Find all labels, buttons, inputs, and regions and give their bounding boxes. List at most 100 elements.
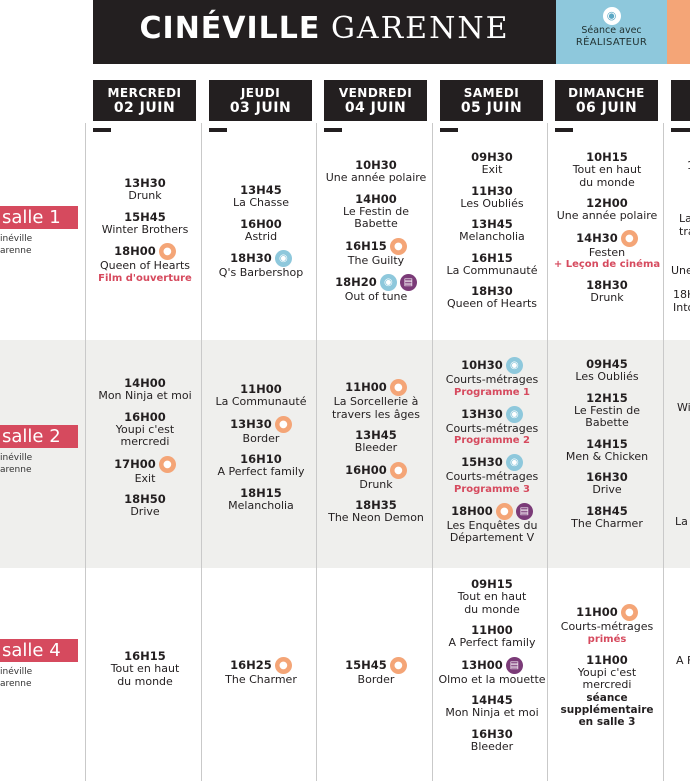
screening-note: Programme 2: [453, 435, 531, 446]
column-divider: [85, 123, 86, 781]
day-header: VENDREDI 04 JUIN: [324, 80, 427, 121]
screening-entry[interactable]: 16H00 Astrid: [205, 217, 317, 244]
film-title: du monde: [464, 602, 520, 616]
screening-entry[interactable]: 14H15 Men & Chicken: [551, 437, 663, 464]
entry-gap: [320, 455, 432, 462]
screening-bold-note: séance: [586, 691, 628, 704]
screening-entry[interactable]: 15H30 ◉ Courts-métrages Programme 3: [436, 454, 548, 496]
partial-column-text: 18H: [673, 288, 690, 301]
screening-entry[interactable]: 11H30 Les Oubliés: [436, 184, 548, 211]
screening-entry[interactable]: 14H00 Le Festin de Babette: [320, 192, 432, 231]
screening-time: 16H10: [240, 452, 282, 466]
camera-icon: ◉: [379, 274, 397, 291]
screening-entry[interactable]: 16H10 A Perfect family: [205, 452, 317, 479]
screening-entry[interactable]: 18H35 The Neon Demon: [320, 498, 432, 525]
screening-entry[interactable]: 18H15 Melancholia: [205, 486, 317, 513]
film-title: Une année polaire: [325, 171, 427, 184]
film-title: La Communauté: [215, 395, 307, 408]
film-title: The Neon Demon: [328, 511, 424, 524]
entry-gap: [551, 646, 663, 653]
screening-entry[interactable]: 18H45 The Charmer: [551, 504, 663, 531]
screening-entry[interactable]: 10H15 Tout en haut du monde: [551, 150, 663, 189]
film-title: Courts-métrages: [445, 421, 539, 435]
person-icon: ●: [389, 237, 407, 255]
day-header-next: [671, 80, 690, 121]
screening-entry[interactable]: 14H45 Mon Ninja et moi: [436, 693, 548, 720]
screening-entry[interactable]: 11H00 ● La Sorcellerie à travers les âges: [320, 379, 432, 421]
screening-entry[interactable]: 13H45 La Chasse: [205, 183, 317, 210]
screening-entry[interactable]: 11H00 La Communauté: [205, 382, 317, 409]
screening-entry[interactable]: 16H30 Drive: [551, 470, 663, 497]
film-title: Queen of Hearts: [446, 297, 538, 310]
screening-bold-note: en salle 3: [578, 715, 636, 728]
entry-gap: [320, 185, 432, 192]
screening-entry[interactable]: 13H30 ◉ Courts-métrages Programme 2: [436, 405, 548, 448]
screening-time: 18H20 ◉ ▤: [320, 274, 432, 291]
screening-time: 11H30: [471, 183, 513, 198]
day-of-week: MERCREDI: [107, 86, 182, 100]
schedule-cell: 09H15 Tout en haut du monde 11H00 A Perfect …: [436, 577, 548, 753]
person-icon: ●: [620, 604, 638, 621]
screening-time: 11H00: [471, 623, 513, 637]
screening-time: 13H45: [240, 183, 282, 197]
screening-entry[interactable]: 14H30 ● Festen + Leçon de cinéma: [551, 229, 663, 272]
screening-entry[interactable]: 13H30 ● Border: [205, 415, 317, 446]
day-header: JEUDI 03 JUIN: [209, 80, 312, 121]
day-date: 02 JUIN: [113, 100, 176, 116]
schedule-cell: 11H00 ● Courts-métrages primés 11H00 Youpi c'…: [551, 604, 663, 728]
screening-entry[interactable]: 18H00 ● Queen of Hearts Film d'ouverture: [89, 243, 201, 285]
screening-entry[interactable]: 12H15 Le Festin de Babette: [551, 391, 663, 430]
screening-entry[interactable]: 11H00 ● Courts-métrages primés: [551, 604, 663, 646]
schedule-cell: 09H30 Exit 11H30 Les Oubliés 13H45 Melancholi…: [436, 150, 548, 311]
day-of-week: JEUDI: [240, 86, 281, 100]
screening-entry[interactable]: 16H00 ● Drunk: [320, 461, 432, 492]
screening-entry[interactable]: 17H00 ● Exit: [89, 455, 201, 486]
screening-time: 18H35: [355, 498, 397, 512]
screening-entry[interactable]: 11H00 Youpi c'est mercredi séance supplément…: [551, 653, 663, 728]
screening-entry[interactable]: 18H30 ◉ Q's Barbershop: [205, 250, 317, 280]
film-title: Mon Ninja et moi: [98, 389, 192, 402]
film-title: Mon Ninja et moi: [445, 706, 539, 719]
screening-entry[interactable]: 16H15 ● The Guilty: [320, 237, 432, 268]
entry-gap: [89, 236, 201, 243]
screening-entry[interactable]: 10H30 Une année polaire: [320, 158, 432, 185]
screening-entry[interactable]: 16H30 Bleeder: [436, 727, 548, 754]
day-divider-tick: [671, 128, 690, 132]
screening-entry[interactable]: 13H00 ▤ Olmo et la mouette: [436, 656, 548, 687]
screening-entry[interactable]: 10H30 ◉ Courts-métrages Programme 1: [436, 357, 548, 399]
film-title: Drunk: [359, 477, 393, 491]
screening-entry[interactable]: 09H45 Les Oubliés: [551, 357, 663, 384]
clapperboard-icon: ▤: [399, 274, 417, 291]
film-title: Youpi c'est: [115, 422, 175, 436]
film-title: Drunk: [128, 189, 162, 202]
screening-entry[interactable]: 18H30 Queen of Hearts: [436, 284, 548, 311]
screening-entry[interactable]: 15H45 Winter Brothers: [89, 210, 201, 237]
screening-entry[interactable]: 13H45 Melancholia: [436, 217, 548, 244]
screening-entry[interactable]: 18H50 Drive: [89, 492, 201, 519]
screening-entry[interactable]: 11H00 A Perfect family: [436, 623, 548, 650]
screening-entry[interactable]: 18H30 Drunk: [551, 278, 663, 305]
screening-entry[interactable]: 16H25 ● The Charmer: [205, 657, 317, 687]
screening-time: 18H45: [586, 503, 628, 518]
screening-entry[interactable]: 18H00 ● ▤ Les Enquêtes du Département V: [436, 502, 548, 545]
screening-entry[interactable]: 16H00 Youpi c'est mercredi: [89, 410, 201, 449]
entry-gap: [320, 231, 432, 238]
screening-entry[interactable]: 14H00 Mon Ninja et moi: [89, 376, 201, 403]
entry-gap: [551, 463, 663, 470]
screening-entry[interactable]: 16H15 Tout en haut du monde: [89, 649, 201, 688]
screening-entry[interactable]: 18H20 ◉ ▤ Out of tune: [320, 274, 432, 304]
screening-entry[interactable]: 16H15 La Communauté: [436, 251, 548, 278]
screening-time: 14H00: [124, 376, 166, 390]
screening-entry[interactable]: 13H30 Drunk: [89, 176, 201, 203]
screening-entry[interactable]: 09H30 Exit: [436, 150, 548, 177]
person-icon: ●: [158, 243, 176, 260]
entry-gap: [551, 223, 663, 230]
screening-entry[interactable]: 13H45 Bleeder: [320, 428, 432, 455]
screening-entry[interactable]: 15H45 ● Border: [320, 657, 432, 687]
screening-time: 14H15: [586, 436, 628, 451]
screening-entry[interactable]: 09H15 Tout en haut du monde: [436, 577, 548, 616]
entry-gap: [89, 449, 201, 456]
screening-bold-note: supplémentaire: [560, 703, 654, 716]
screening-time: 13H30: [124, 176, 166, 190]
screening-entry[interactable]: 12H00 Une année polaire: [551, 196, 663, 223]
